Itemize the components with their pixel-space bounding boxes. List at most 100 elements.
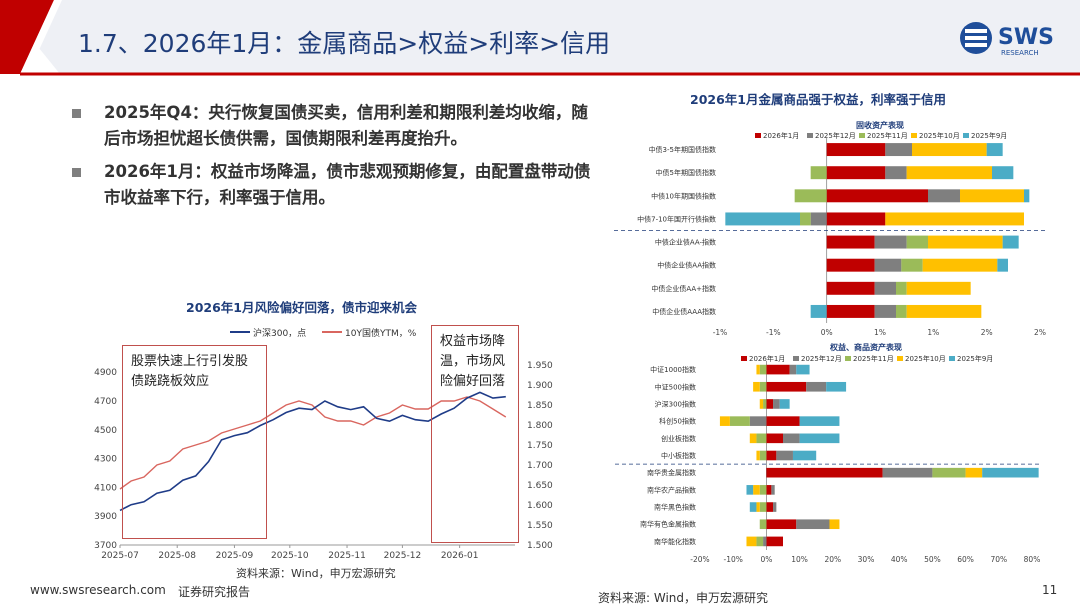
bar-segment (810, 212, 827, 226)
bar-segment (928, 189, 960, 203)
category-label: 中债7-10年国开行债指数 (637, 214, 716, 223)
bar-segment (1024, 189, 1030, 203)
legend-swatch (845, 356, 851, 361)
x-tick-label: 2% (981, 328, 993, 337)
bar-segment (756, 433, 767, 444)
x-tick-label: 1% (927, 328, 939, 337)
bar-segment (792, 450, 817, 461)
x-tick-label: 2026-01 (441, 551, 479, 561)
x-tick-label: 2025-10 (271, 551, 309, 561)
x-tick-label: 2% (1034, 328, 1046, 337)
y-right-tick-label: 1.650 (527, 481, 553, 491)
category-label: 南华贵金属指数 (647, 468, 696, 477)
bar-segment (965, 467, 983, 478)
y-left-tick-label: 4500 (94, 426, 117, 436)
y-right-tick-label: 1.550 (527, 521, 553, 531)
bar-segment (826, 189, 928, 203)
panel-subtitle: 权益、商品资产表现 (829, 342, 902, 352)
y-right-tick-label: 1.700 (527, 461, 553, 471)
bar-segment (882, 467, 933, 478)
page-title: 1.7、2026年1月：金属商品>权益>利率>信用 (78, 29, 611, 58)
bar-segment (749, 502, 757, 512)
bar-segment (766, 536, 783, 547)
legend-label: 2026年1月 (749, 354, 785, 363)
bar-segment (766, 416, 800, 426)
y-right-tick-label: 1.950 (527, 361, 553, 371)
legend-swatch (911, 133, 917, 138)
bar-segment (874, 258, 902, 272)
bar-segment (779, 399, 790, 409)
category-label: 中小板指数 (661, 451, 696, 460)
x-tick-label: 20% (824, 555, 841, 564)
y-right-tick-label: 1.750 (527, 441, 553, 451)
bar-segment (906, 235, 928, 249)
category-label: 中债企业债AA-指数 (655, 238, 716, 247)
bar-segment (766, 467, 883, 478)
bar-segment (749, 416, 767, 426)
category-label: 中债企业债AA指数 (657, 261, 716, 270)
bar-segment (826, 235, 875, 249)
x-tick-label: 30% (858, 555, 875, 564)
legend-label: 2026年1月 (763, 131, 799, 140)
bar-segment (766, 381, 807, 392)
category-label: 南华能化指数 (654, 537, 696, 546)
legend-label: 2025年10月 (919, 131, 960, 140)
bar-segment (810, 166, 827, 180)
legend-label: 2025年12月 (815, 131, 856, 140)
y-left-tick-label: 3900 (94, 512, 117, 522)
y-left-tick-label: 4900 (94, 368, 117, 378)
bar-segment (773, 502, 777, 512)
x-tick-label: 10% (791, 555, 808, 564)
bar-segment (992, 166, 1014, 180)
category-label: 中债5年期国债指数 (656, 168, 716, 177)
bar-segment (912, 143, 987, 157)
bar-segment (766, 502, 774, 512)
bar-segment (766, 433, 783, 444)
bar-segment (759, 450, 767, 461)
y-right-tick-label: 1.900 (527, 381, 553, 391)
bar-segment (806, 381, 827, 392)
legend-swatch (963, 133, 969, 138)
bar-segment (928, 235, 1003, 249)
bar-segment (986, 143, 1003, 157)
bar-segment (826, 281, 875, 295)
x-tick-label: 70% (990, 555, 1007, 564)
bar-segment (766, 519, 797, 530)
legend-swatch (807, 133, 813, 138)
category-label: 中债企业债AAA指数 (652, 307, 716, 316)
y-right-tick-label: 1.850 (527, 401, 553, 411)
bar-segment (826, 381, 847, 392)
bar-segment (771, 485, 775, 495)
bullet-item: 2026年1月：权益市场降温，债市悲观预期修复，由配置盘带动债市收益率下行，利率… (72, 159, 593, 211)
bar-segment (982, 467, 1039, 478)
y-left-tick-label: 4700 (94, 397, 117, 407)
bar-segment (789, 364, 797, 375)
annotation-box-left: 股票快速上行引发股债跷跷板效应 (122, 345, 267, 539)
bar-segment (759, 519, 767, 530)
panel-subtitle: 固收资产表现 (856, 120, 904, 130)
footer-url[interactable]: www.swsresearch.com (30, 583, 166, 597)
bar-segment (756, 450, 760, 461)
legend-label: 2025年9月 (957, 354, 993, 363)
x-tick-label: 0% (760, 555, 772, 564)
bar-segment (906, 281, 971, 295)
bar-segment (749, 433, 757, 444)
x-tick-label: -1% (766, 328, 781, 337)
bar-segment (874, 235, 907, 249)
bar-segment (796, 364, 810, 375)
bar-segment (766, 399, 774, 409)
bar-segment (826, 143, 886, 157)
bullet-square-icon (72, 168, 81, 177)
bar-segment (759, 399, 764, 409)
bar-charts: 固收资产表现 2026年1月 2025年12月 2025年11月 2025年10月 202… (612, 120, 1048, 564)
bar-segment (800, 212, 811, 226)
legend-label: 2025年10月 (905, 354, 946, 363)
bar-segment (799, 416, 840, 426)
bar-segment (885, 166, 907, 180)
bar-segment (773, 399, 780, 409)
bar-segment (796, 519, 830, 530)
bar-segment (766, 485, 772, 495)
bar-segment (932, 467, 966, 478)
bullet-text: 2025年Q4：央行恢复国债买卖，信用利差和期限利差均收缩，随后市场担忧超长债供… (104, 103, 588, 148)
bar-segment (810, 304, 827, 318)
